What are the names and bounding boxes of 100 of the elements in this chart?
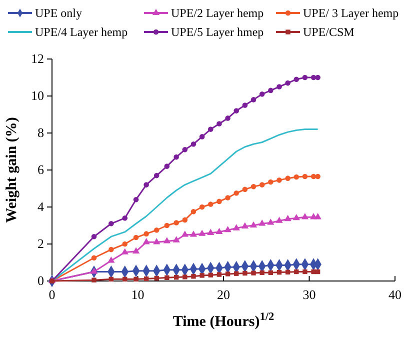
- point: [132, 247, 140, 254]
- point: [268, 179, 274, 185]
- point: [302, 74, 308, 80]
- point: [208, 126, 214, 132]
- point: [250, 221, 258, 228]
- point: [199, 204, 205, 210]
- point: [121, 248, 128, 254]
- x-tick-label: 40: [388, 287, 402, 302]
- point: [164, 164, 170, 169]
- point: [174, 220, 179, 226]
- point: [267, 218, 274, 225]
- point: [216, 272, 222, 277]
- point: [108, 256, 115, 263]
- point: [172, 236, 180, 242]
- point: [174, 154, 179, 160]
- point: [208, 272, 213, 278]
- point: [122, 215, 128, 221]
- point: [310, 74, 316, 80]
- point: [276, 178, 282, 183]
- point: [154, 227, 160, 233]
- point: [276, 270, 282, 275]
- point: [225, 195, 230, 200]
- legend-label: UPE/CSM: [303, 25, 355, 39]
- y-tick-label: 2: [38, 236, 44, 252]
- point: [122, 276, 128, 282]
- point: [182, 274, 188, 280]
- point: [268, 270, 274, 276]
- point: [208, 202, 214, 207]
- point: [301, 213, 309, 220]
- point: [108, 276, 114, 282]
- point: [108, 246, 114, 252]
- point: [259, 182, 265, 188]
- point: [258, 220, 266, 226]
- point: [90, 268, 98, 274]
- point: [242, 270, 248, 276]
- y-axis-title: Weight gain (%): [4, 117, 20, 223]
- point: [250, 184, 256, 190]
- point: [91, 255, 97, 261]
- point: [190, 141, 196, 147]
- legend-label: UPE/5 Layer hmep: [171, 25, 264, 39]
- legend-label: UPE/ 3 Layer hemp: [303, 6, 399, 20]
- point: [284, 214, 292, 222]
- point: [207, 228, 214, 235]
- point: [234, 271, 239, 276]
- legend-label: UPE only: [35, 6, 82, 20]
- point: [302, 269, 308, 274]
- y-tick-label: 0: [38, 273, 44, 288]
- point: [154, 276, 159, 281]
- point: [174, 274, 179, 280]
- point: [268, 88, 274, 94]
- point: [292, 214, 300, 220]
- point: [315, 74, 320, 80]
- point: [234, 190, 240, 196]
- point: [144, 276, 149, 282]
- x-tick-label: 30: [302, 287, 316, 302]
- x-tick-label: 0: [48, 287, 56, 302]
- point: [225, 116, 230, 121]
- point: [242, 102, 248, 108]
- point: [315, 174, 320, 180]
- legend-label: UPE/4 Layer hemp: [35, 25, 128, 39]
- point: [225, 272, 230, 276]
- x-tick-label: 20: [217, 287, 230, 302]
- point: [164, 275, 170, 280]
- point: [91, 234, 97, 240]
- point: [234, 108, 240, 114]
- point: [92, 278, 96, 282]
- point: [315, 269, 320, 274]
- y-tick-label: 12: [31, 51, 44, 66]
- point: [108, 221, 114, 226]
- point: [216, 228, 223, 234]
- point: [314, 213, 322, 220]
- point: [285, 80, 290, 86]
- point: [122, 241, 128, 247]
- point: [302, 174, 308, 180]
- point: [142, 238, 150, 244]
- point: [190, 208, 196, 214]
- point: [294, 174, 300, 180]
- point: [242, 186, 248, 192]
- point: [182, 217, 188, 223]
- point: [250, 97, 256, 102]
- point: [260, 270, 264, 276]
- point: [311, 269, 316, 274]
- point: [163, 237, 170, 244]
- point: [182, 147, 188, 152]
- point: [285, 176, 290, 181]
- point: [216, 198, 222, 204]
- y-tick-label: 8: [38, 125, 44, 140]
- y-tick-label: 4: [38, 199, 44, 214]
- point: [285, 270, 290, 274]
- x-tick-label: 10: [131, 287, 144, 302]
- point: [134, 276, 138, 282]
- y-tick-label: 10: [31, 88, 44, 104]
- point: [294, 269, 299, 274]
- point: [259, 92, 265, 97]
- point: [232, 224, 240, 230]
- point: [200, 273, 204, 278]
- point: [144, 182, 149, 188]
- y-tick-label: 6: [38, 162, 44, 178]
- point: [181, 230, 188, 237]
- point: [154, 172, 160, 178]
